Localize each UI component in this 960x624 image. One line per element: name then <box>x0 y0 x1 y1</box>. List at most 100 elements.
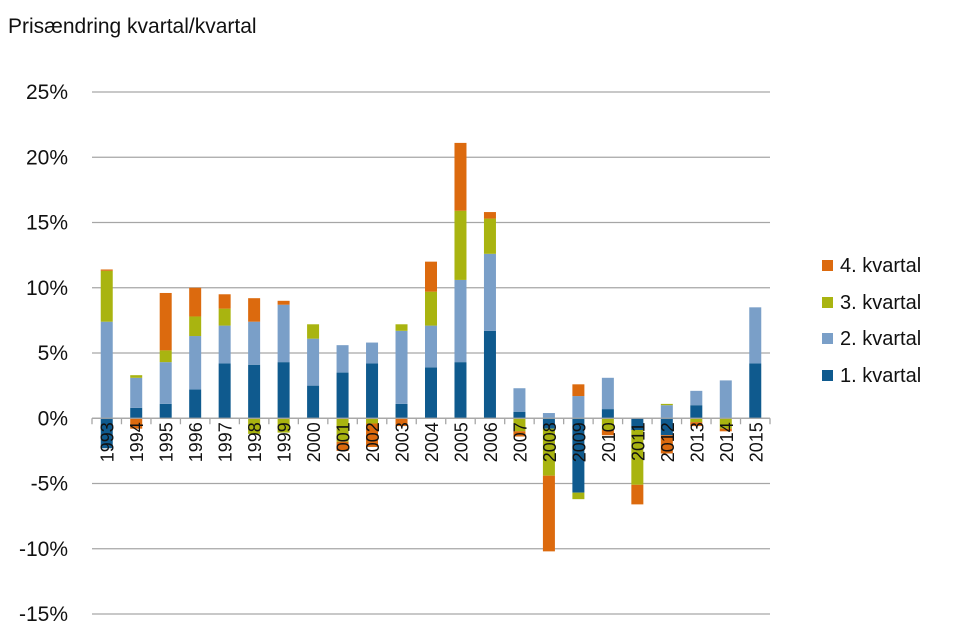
legend-swatch <box>822 370 833 381</box>
y-tick-label: 5% <box>38 342 68 365</box>
bar-segment-1996-q4 <box>189 287 202 317</box>
bar-segment-2001-q4 <box>336 441 349 451</box>
bar-segment-1994-q4 <box>130 418 143 429</box>
x-tick-label: 1996 <box>186 422 206 462</box>
bar-segment-1999-q1 <box>277 362 290 419</box>
bar-segment-2010-q4 <box>601 429 614 436</box>
bar-segment-2015-q1 <box>749 363 762 419</box>
bar-segment-2001-q1 <box>336 372 349 419</box>
bar-segment-2008-q4 <box>542 475 555 552</box>
x-tick-label: 2015 <box>746 422 766 462</box>
bar-segment-1999-q4 <box>277 300 290 305</box>
bar-segment-1994-q3 <box>130 375 143 378</box>
bar-segment-2008-q2 <box>542 413 555 419</box>
x-tick-label: 1994 <box>127 422 147 462</box>
bar-segment-2012-q2 <box>660 405 673 419</box>
x-axis: 1993 1994 1995 1996 1997 1998 1999 2000 2001 2002… <box>91 417 771 462</box>
bar-segment-1997-q3 <box>218 308 231 326</box>
bar-segment-2005-q3 <box>454 210 467 280</box>
bar-segment-2007-q3 <box>513 418 526 432</box>
y-tick-label: -10% <box>19 538 68 561</box>
bar-segment-2007-q2 <box>513 388 526 412</box>
bar-segment-2011-q3 <box>631 429 644 485</box>
bar-segment-2010-q2 <box>601 377 614 410</box>
x-tick-label: 1995 <box>157 422 177 462</box>
bar-segment-1993-q4 <box>100 269 113 271</box>
bar-segment-2003-q1 <box>395 403 408 419</box>
y-tick-label: 0% <box>38 407 68 430</box>
x-tick-label: 2005 <box>451 422 471 462</box>
x-tick-label: 2011 <box>628 422 648 461</box>
bar-segment-1993-q1 <box>100 418 113 449</box>
bar-segment-2003-q4 <box>395 418 408 427</box>
bar-segment-2012-q4 <box>660 435 673 454</box>
bar-segment-1996-q3 <box>189 316 202 337</box>
x-tick-label: 2003 <box>393 422 413 462</box>
bar-segment-2002-q3 <box>366 418 379 424</box>
bar-segment-2002-q2 <box>366 342 379 364</box>
bar-segment-1998-q3 <box>248 418 261 434</box>
bar-segment-2008-q1 <box>542 418 555 429</box>
bar-segment-2004-q1 <box>425 367 437 419</box>
x-tick-label: 2013 <box>687 422 707 462</box>
x-tick-label: 2004 <box>422 422 442 462</box>
bar-segment-2003-q2 <box>395 330 408 404</box>
x-tick-label: 1998 <box>245 422 265 462</box>
bar-segment-2001-q3 <box>336 418 349 442</box>
chart-title: Prisændring kvartal/kvartal <box>8 15 257 38</box>
bar-segment-2011-q1 <box>631 418 644 430</box>
bar-segment-2009-q4 <box>572 384 585 397</box>
bar-segment-2010-q3 <box>601 418 614 430</box>
legend-label: 1. kvartal <box>840 365 921 387</box>
x-tick-label: 2002 <box>363 422 383 462</box>
bar-segment-1997-q1 <box>218 363 231 419</box>
bar-segment-2002-q1 <box>366 363 379 419</box>
bar-segment-2005-q4 <box>454 142 467 211</box>
y-tick-label: 25% <box>26 81 68 104</box>
x-tick-label: 2008 <box>540 422 560 462</box>
x-tick-label: 2000 <box>304 422 324 462</box>
bar-segment-2014-q4 <box>719 428 732 432</box>
bar-segment-1995-q1 <box>159 403 172 419</box>
legend-swatch <box>822 297 833 308</box>
bar-segment-2013-q2 <box>690 390 703 406</box>
bar-segment-2001-q2 <box>336 345 349 373</box>
bar-segment-2007-q1 <box>513 411 526 419</box>
bar-segment-2014-q3 <box>719 418 732 429</box>
legend: 4. kvartal 3. kvartal 2. kvartal 1. kvartal <box>822 255 921 387</box>
bar-segment-1994-q2 <box>130 377 143 408</box>
x-tick-label: 1997 <box>216 422 236 462</box>
bar-segment-2003-q3 <box>395 324 408 331</box>
y-axis-ticks: 25% 20% 15% 10% 5% 0% -5% -10% -15% <box>19 81 68 624</box>
bar-segment-2009-q3 <box>572 492 585 500</box>
bar-segment-2002-q4 <box>366 423 379 447</box>
y-tick-label: -15% <box>19 603 68 624</box>
bar-segment-2008-q3 <box>542 428 555 476</box>
bar-segment-1997-q4 <box>218 294 231 309</box>
bar-segment-2012-q1 <box>660 418 673 436</box>
bar-segment-1997-q2 <box>218 325 231 364</box>
bar-segment-1999-q3 <box>277 418 290 433</box>
legend-swatch <box>822 333 833 344</box>
bar-segment-1994-q1 <box>130 407 143 419</box>
bar-segment-2010-q1 <box>601 409 614 419</box>
bar-segment-2004-q4 <box>425 261 437 292</box>
x-tick-label: 2006 <box>481 422 501 462</box>
bar-segment-1996-q2 <box>189 336 202 390</box>
bar-segment-1999-q2 <box>277 304 290 363</box>
bar-segment-2013-q4 <box>690 422 703 427</box>
bar-segment-2000-q1 <box>307 385 320 419</box>
bar-segment-1995-q3 <box>159 350 172 363</box>
bar-segment-2007-q4 <box>513 431 526 437</box>
bar-segment-2004-q3 <box>425 291 437 326</box>
bar-segment-1993-q2 <box>100 321 113 419</box>
y-tick-label: 15% <box>26 212 68 235</box>
bars <box>100 142 762 552</box>
bar-segment-2009-q1 <box>572 418 585 493</box>
y-tick-label: 20% <box>26 146 68 169</box>
bar-segment-2006-q4 <box>483 212 496 219</box>
bar-segment-1998-q1 <box>248 364 261 419</box>
x-tick-label: 2010 <box>599 422 619 462</box>
legend-label: 2. kvartal <box>840 328 921 350</box>
